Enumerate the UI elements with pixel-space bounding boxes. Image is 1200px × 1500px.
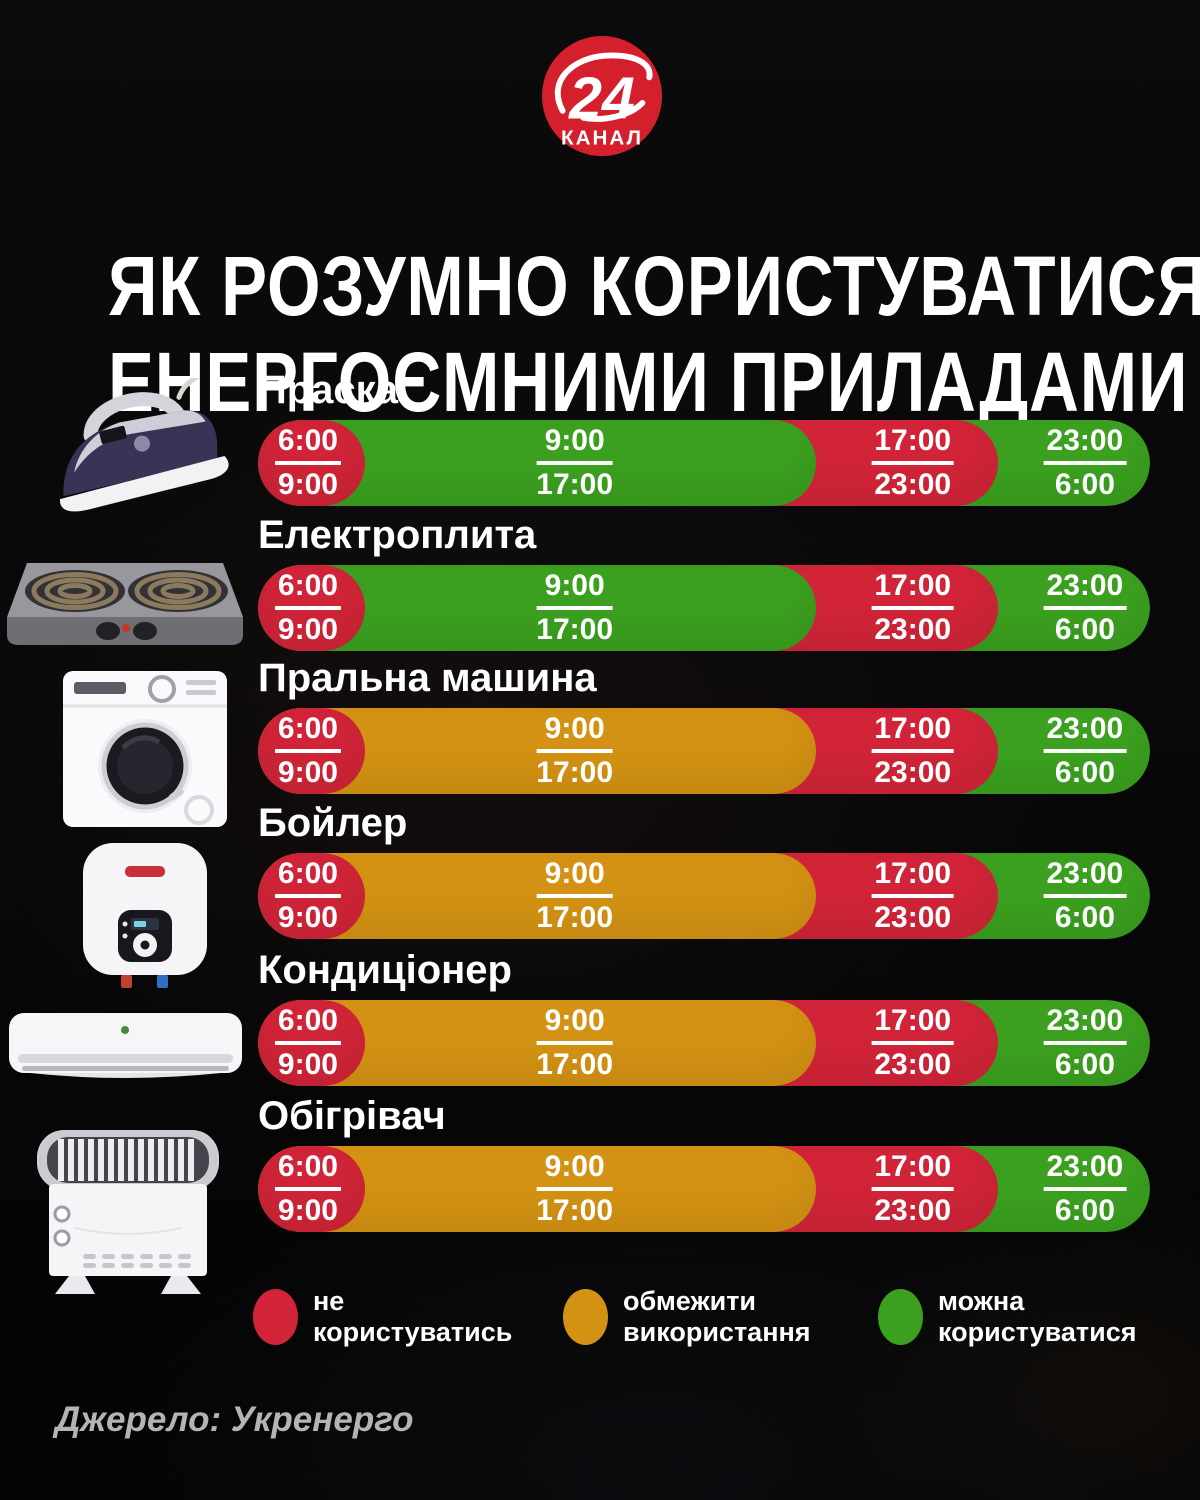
appliance-row: Електроплита 6:00 9:00 9:00 17:00 17:00 23:… [0, 513, 1200, 653]
legend-label: можна користуватися [938, 1286, 1137, 1347]
usage-schedule-bar: 6:00 9:00 9:00 17:00 17:00 23:00 23:00 6:00 [258, 565, 1150, 651]
time-slot-label: 9:00 17:00 [536, 857, 614, 934]
time-slot-label: 23:00 6:00 [1043, 1152, 1127, 1226]
legend-item: не користуватись [253, 1286, 512, 1348]
source-credit: Джерело: Укренерго [55, 1400, 414, 1439]
logo-channel-label: КАНАЛ [561, 126, 643, 149]
boiler-icon [65, 840, 225, 990]
time-slot-label: 17:00 23:00 [871, 426, 955, 500]
legend-label: не користуватись [313, 1286, 513, 1347]
appliance-row: Бойлер 6:00 9:00 9:00 17:00 17:00 23:00 23:… [0, 801, 1200, 988]
appliance-name: Обігрівач [258, 1094, 446, 1138]
time-slot-label: 23:00 6:00 [1043, 1006, 1127, 1080]
legend-yellow-dot-icon [563, 1289, 608, 1345]
time-slot-label: 17:00 23:00 [871, 859, 955, 933]
time-slot-label: 6:00 9:00 [274, 1006, 341, 1080]
appliance-row: Праска 6:00 9:00 9:00 17:00 17:00 23:00 23:… [0, 368, 1200, 512]
logo-number: 24 [568, 66, 635, 132]
time-slot-label: 9:00 17:00 [536, 424, 614, 501]
time-slot-label: 6:00 9:00 [274, 1152, 341, 1226]
time-slot-label: 23:00 6:00 [1043, 714, 1127, 788]
page-title-line2: ЕНЕРГОЄМНИМИ ПРИЛАДАМИ [108, 335, 1189, 430]
time-slot-label: 9:00 17:00 [536, 712, 614, 789]
time-slot-label: 9:00 17:00 [536, 569, 614, 646]
appliance-row: Кондиціонер 6:00 9:00 9:00 17:00 17:00 23:0… [0, 948, 1200, 1088]
appliance-row: Пральна машина 6:00 9:00 9:00 17:00 17:00 2… [0, 656, 1200, 827]
heater-icon [25, 1128, 230, 1298]
air-conditioner-icon [8, 1010, 243, 1085]
time-slot-label: 17:00 23:00 [871, 1152, 955, 1226]
usage-schedule-bar: 6:00 9:00 9:00 17:00 17:00 23:00 23:00 6:00 [258, 420, 1150, 506]
usage-schedule-bar: 6:00 9:00 9:00 17:00 17:00 23:00 23:00 6:00 [258, 1000, 1150, 1086]
appliance-name: Пральна машина [258, 656, 597, 700]
iron-icon [42, 378, 242, 518]
appliance-name: Праска [258, 368, 398, 412]
logo-swoosh-icon [580, 99, 646, 122]
appliance-name: Кондиціонер [258, 948, 512, 992]
usage-schedule-bar: 6:00 9:00 9:00 17:00 17:00 23:00 23:00 6:00 [258, 853, 1150, 939]
time-slot-label: 6:00 9:00 [274, 571, 341, 645]
legend-red-dot-icon [253, 1289, 298, 1345]
time-slot-label: 17:00 23:00 [871, 1006, 955, 1080]
usage-schedule-bar: 6:00 9:00 9:00 17:00 17:00 23:00 23:00 6:00 [258, 1146, 1150, 1232]
time-slot-label: 17:00 23:00 [871, 714, 955, 788]
usage-schedule-bar: 6:00 9:00 9:00 17:00 17:00 23:00 23:00 6:00 [258, 708, 1150, 794]
page-title-line1: ЯК РОЗУМНО КОРИСТУВАТИСЯ [108, 239, 1200, 334]
time-slot-label: 6:00 9:00 [274, 714, 341, 788]
time-slot-label: 23:00 6:00 [1043, 426, 1127, 500]
time-slot-label: 23:00 6:00 [1043, 571, 1127, 645]
logo-swoosh-icon [554, 52, 653, 114]
legend: не користуватись обмежити використання мож… [0, 1286, 1200, 1366]
time-slot-label: 6:00 9:00 [274, 859, 341, 933]
appliance-row: Обігрівач 6:00 9:00 9:00 17:00 17:00 23:00 … [0, 1094, 1200, 1294]
legend-item: можна користуватися [878, 1286, 1137, 1348]
legend-item: обмежити використання [563, 1286, 811, 1348]
legend-green-dot-icon [878, 1289, 923, 1345]
page-title: ЯК РОЗУМНО КОРИСТУВАТИСЯ ЕНЕРГОЄМНИМИ ПР… [108, 238, 1200, 430]
electric-stove-icon [5, 555, 245, 655]
appliance-name: Бойлер [258, 801, 408, 845]
time-slot-label: 6:00 9:00 [274, 426, 341, 500]
washing-machine-icon [60, 668, 230, 833]
time-slot-label: 9:00 17:00 [536, 1150, 614, 1227]
time-slot-label: 17:00 23:00 [871, 571, 955, 645]
appliance-name: Електроплита [258, 513, 537, 557]
legend-label: обмежити використання [623, 1286, 811, 1347]
channel-24-logo: 24 КАНАЛ [538, 34, 666, 162]
time-slot-label: 23:00 6:00 [1043, 859, 1127, 933]
time-slot-label: 9:00 17:00 [536, 1004, 614, 1081]
